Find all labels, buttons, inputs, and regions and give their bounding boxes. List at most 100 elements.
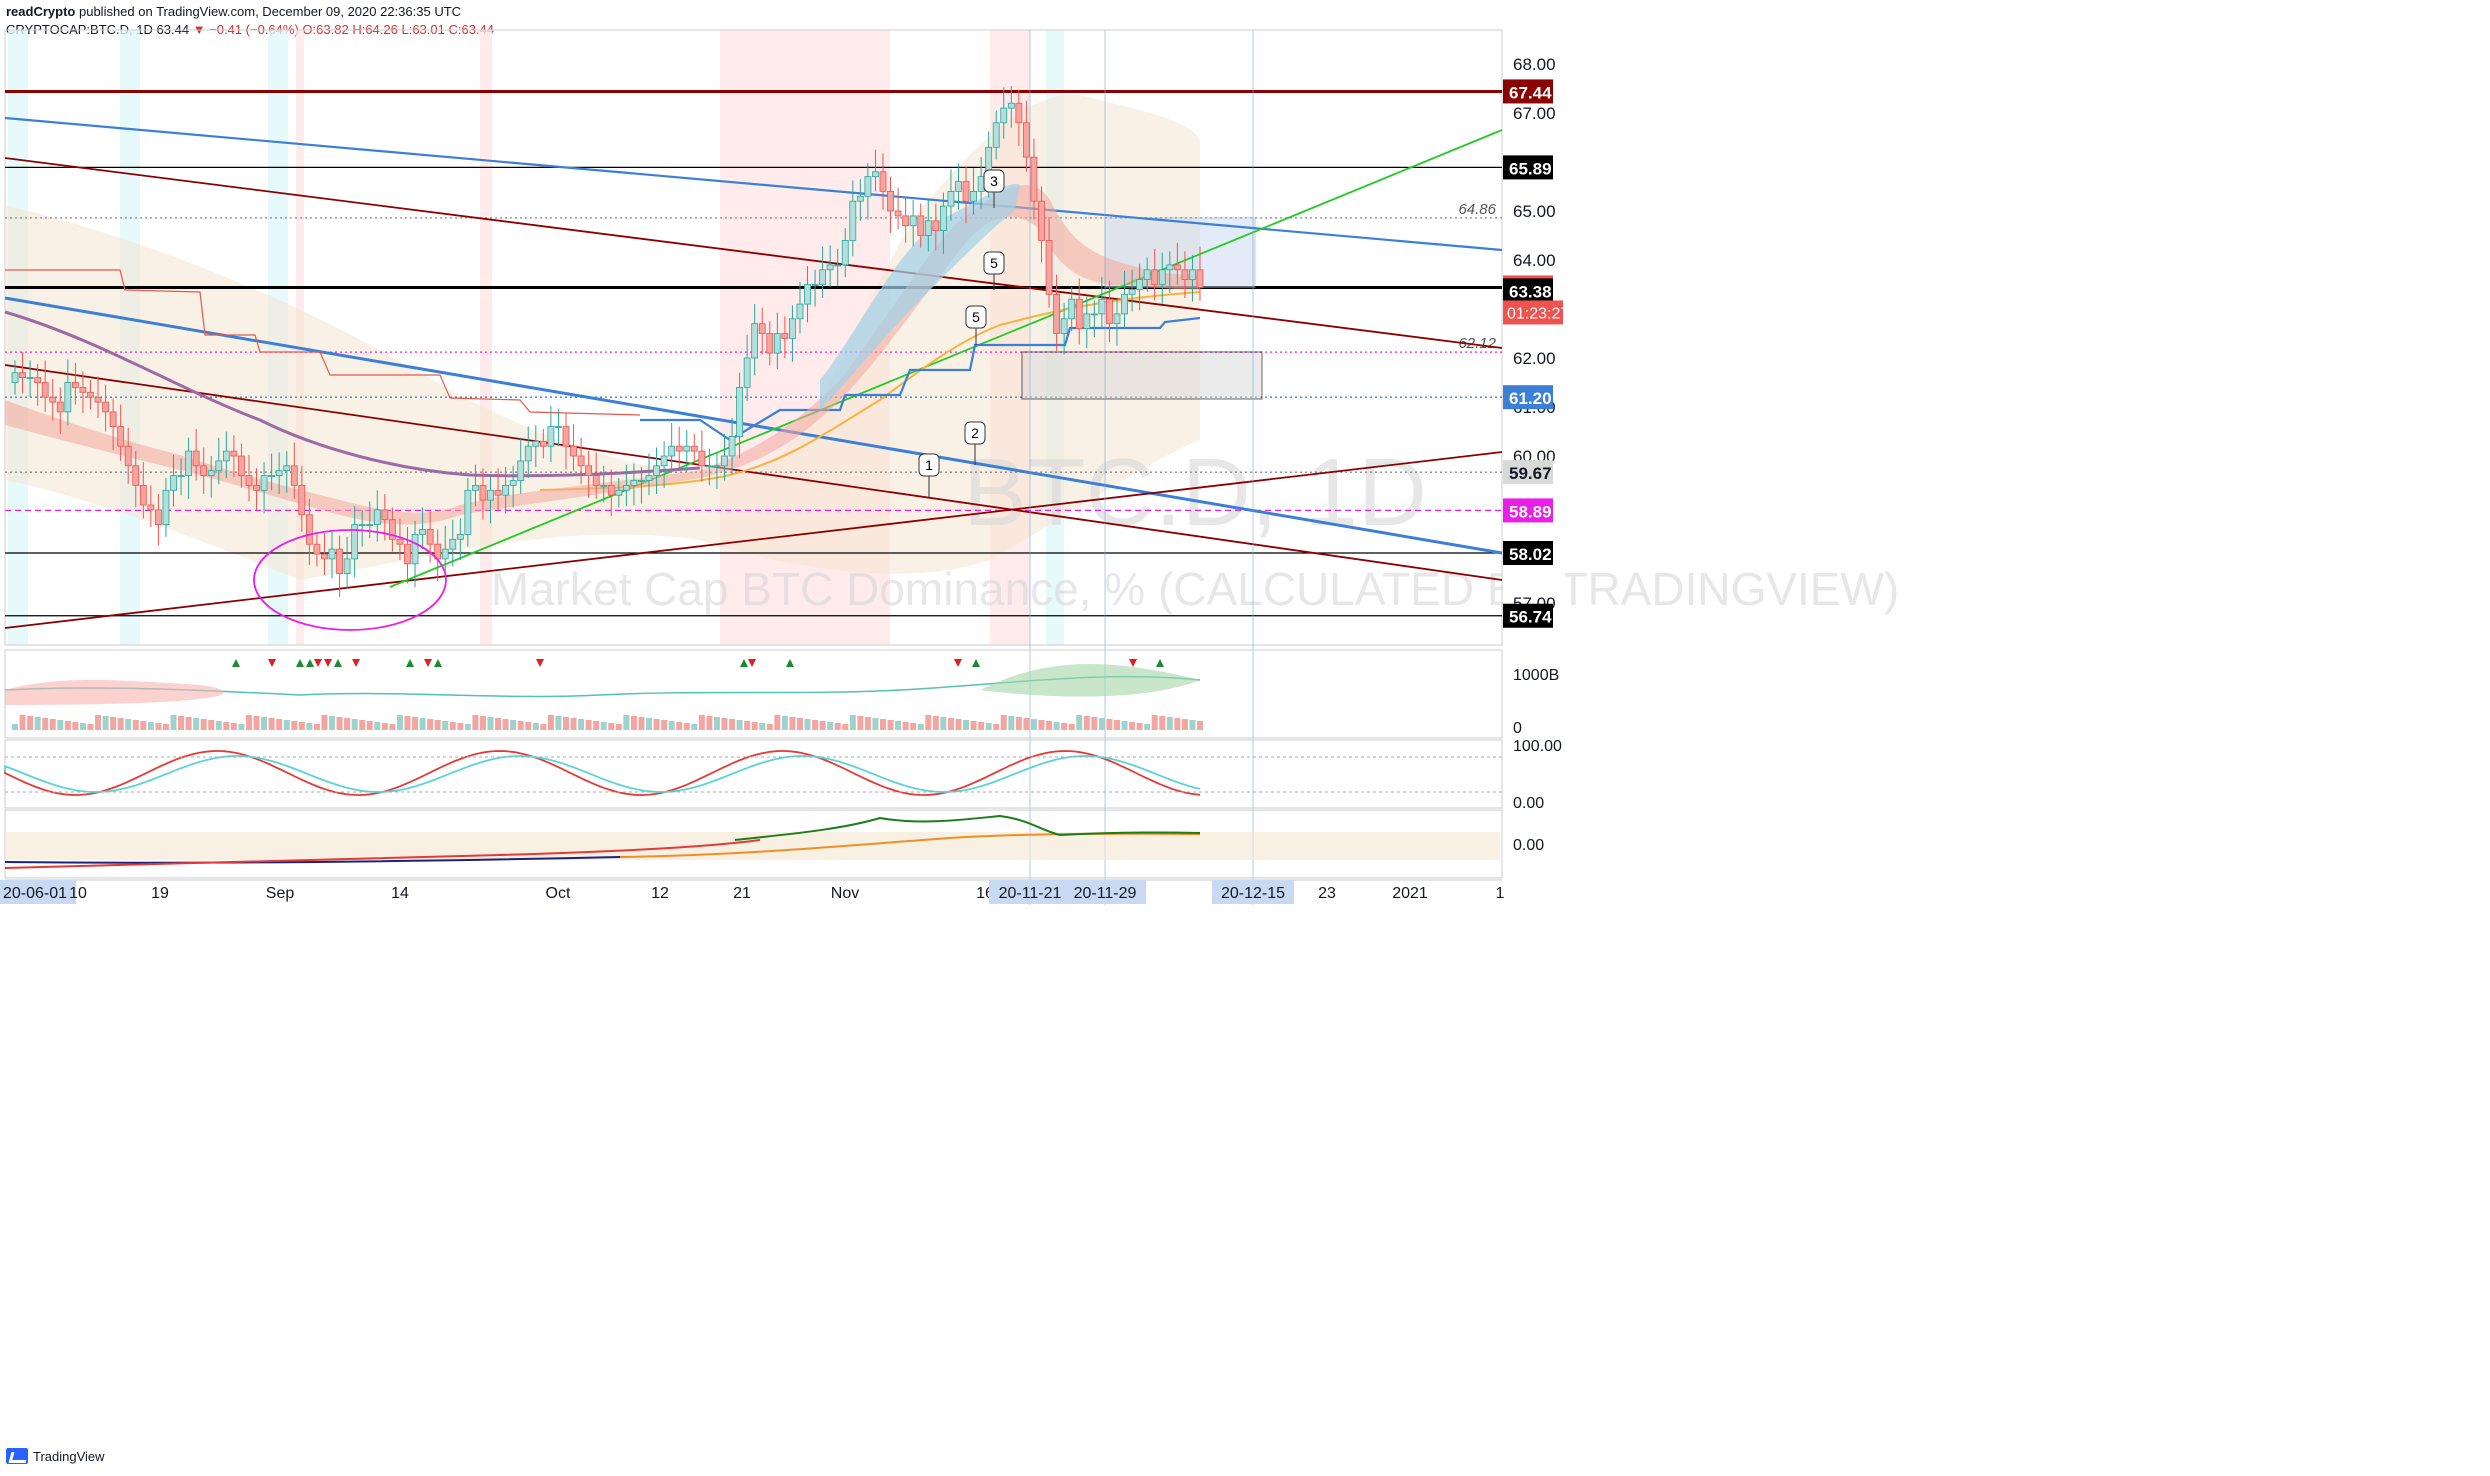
- time-tag: [989, 880, 1071, 904]
- volume-bar: [932, 716, 939, 730]
- candle: [396, 538, 404, 545]
- candle: [517, 460, 525, 481]
- candle: [87, 391, 94, 398]
- candle: [41, 382, 49, 398]
- support-box: [1021, 351, 1263, 400]
- candle: [819, 269, 827, 285]
- candle: [117, 426, 125, 447]
- candle: [939, 205, 947, 232]
- volume-bar: [578, 719, 585, 730]
- candle: [1151, 269, 1159, 285]
- ribbon-blue: [820, 184, 1020, 410]
- candle: [796, 303, 804, 320]
- volume-bar: [12, 724, 18, 730]
- volume-bar: [479, 716, 486, 730]
- volume-bar: [638, 717, 645, 730]
- volume-bar: [1053, 722, 1060, 730]
- candle: [170, 475, 177, 491]
- time-tick-label: 20-11-29: [1074, 885, 1137, 902]
- volume-bar: [1038, 720, 1045, 730]
- volume-bar: [487, 717, 494, 730]
- volume-bar: [827, 722, 834, 730]
- volume-bar: [170, 715, 177, 730]
- time-tick-label: Oct: [546, 885, 571, 902]
- volume-bar: [215, 721, 222, 730]
- candle: [472, 484, 479, 491]
- time-tick-label: 20-11-21: [999, 885, 1062, 902]
- down-marker: [1129, 659, 1137, 667]
- trend-line: [389, 129, 1503, 588]
- candle: [955, 181, 962, 192]
- candle: [705, 465, 713, 468]
- stoch-d: [4, 755, 1201, 793]
- publisher-name[interactable]: readCrypto: [6, 4, 76, 19]
- volume-bar: [910, 723, 917, 730]
- price-label-tag: [1503, 460, 1553, 485]
- candle: [1143, 269, 1151, 280]
- volume-bar: [427, 719, 434, 730]
- watermark-description: Market Cap BTC Dominance, % (CALCULATED …: [491, 563, 1899, 615]
- candle: [1113, 313, 1121, 325]
- volume-bar: [1076, 715, 1083, 730]
- time-tick-label: 19: [151, 885, 169, 902]
- volume-bar: [540, 724, 547, 730]
- candle: [34, 377, 42, 383]
- volume-bar: [193, 718, 200, 730]
- candle: [419, 529, 426, 535]
- up-marker: [740, 659, 748, 667]
- volume-bar: [562, 717, 569, 730]
- candle: [864, 176, 872, 197]
- indicator-tick: 100.00: [1513, 738, 1562, 755]
- volume-bar: [608, 723, 615, 730]
- candle: [1053, 293, 1060, 334]
- candle: [532, 440, 540, 447]
- volume-bar: [64, 721, 71, 730]
- volume-bar: [774, 715, 781, 730]
- volume-bar: [230, 723, 237, 730]
- candle: [1181, 269, 1189, 280]
- candle: [977, 176, 985, 192]
- volume-bar: [796, 718, 803, 730]
- countdown-text: 01:23:27: [1507, 305, 1569, 322]
- time-tick-label: 21: [733, 885, 751, 902]
- volume-bar: [902, 722, 909, 730]
- time-tick-label: 14: [391, 885, 409, 902]
- volume-bar: [329, 716, 336, 730]
- volume-bar: [698, 715, 705, 730]
- down-marker: [536, 659, 544, 667]
- conversion-line: [5, 269, 641, 416]
- candle: [1045, 239, 1053, 295]
- price-tick-label: 68.00: [1513, 55, 1556, 74]
- volume-bar: [1023, 718, 1030, 730]
- candle: [811, 284, 819, 286]
- time-tag: [1064, 880, 1146, 904]
- candle: [139, 484, 147, 506]
- indicator-tick: 0: [1513, 720, 1522, 737]
- volume-bar: [849, 715, 856, 730]
- volume-bar: [766, 724, 773, 730]
- candle: [124, 445, 132, 467]
- time-tick-label: 2021: [1392, 885, 1428, 902]
- indicator-pane-frame: [4, 739, 1503, 809]
- volume-bar: [1129, 722, 1136, 730]
- volume-bar: [759, 723, 766, 730]
- candle: [305, 514, 313, 545]
- tradingview-logo[interactable]: TradingView: [6, 1448, 105, 1464]
- volume-bar: [495, 718, 502, 730]
- volume-bar: [1106, 719, 1113, 730]
- volume-bar: [404, 716, 411, 730]
- volume-bar: [57, 720, 64, 730]
- volume-bar: [253, 716, 260, 730]
- volume-bar: [653, 719, 660, 730]
- up-marker: [232, 659, 240, 667]
- price-label-tag: [1503, 498, 1553, 523]
- volume-bar: [683, 723, 690, 730]
- volume-bar: [955, 719, 962, 730]
- volume-bar: [42, 718, 49, 730]
- indicator-tick: 1000B: [1513, 667, 1559, 684]
- candle: [841, 239, 849, 266]
- published-text: published on TradingView.com, December 0…: [78, 4, 462, 19]
- volume-bar: [555, 716, 562, 730]
